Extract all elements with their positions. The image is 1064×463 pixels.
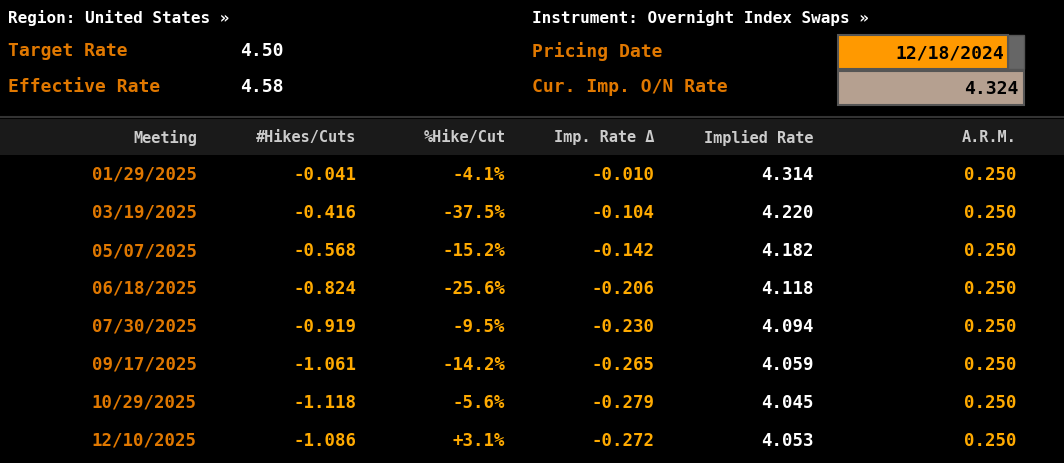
Text: -0.265: -0.265	[592, 355, 654, 373]
Text: -25.6%: -25.6%	[443, 279, 505, 297]
Text: -0.206: -0.206	[592, 279, 654, 297]
Text: 4.220: 4.220	[762, 204, 814, 221]
Text: Implied Rate: Implied Rate	[704, 130, 814, 146]
Text: A.R.M.: A.R.M.	[962, 130, 1016, 145]
Text: Region: United States »: Region: United States »	[9, 10, 230, 26]
Text: Pricing Date: Pricing Date	[532, 42, 663, 61]
Text: Meeting: Meeting	[133, 130, 197, 146]
Text: 4.50: 4.50	[240, 42, 283, 60]
Text: 0.250: 0.250	[964, 166, 1016, 184]
Text: 0.250: 0.250	[964, 204, 1016, 221]
Text: -0.416: -0.416	[294, 204, 356, 221]
Text: 4.094: 4.094	[762, 317, 814, 335]
Bar	[838, 72, 1024, 106]
Text: -0.568: -0.568	[294, 242, 356, 259]
Text: -0.919: -0.919	[294, 317, 356, 335]
Text: 12/10/2025: 12/10/2025	[92, 431, 197, 449]
Text: 4.118: 4.118	[762, 279, 814, 297]
Text: -0.230: -0.230	[592, 317, 654, 335]
Text: 0.250: 0.250	[964, 279, 1016, 297]
Text: 4.324: 4.324	[964, 80, 1018, 98]
Text: 03/19/2025: 03/19/2025	[92, 204, 197, 221]
Text: Cur. Imp. O/N Rate: Cur. Imp. O/N Rate	[532, 78, 728, 96]
Text: 0.250: 0.250	[964, 317, 1016, 335]
Bar	[1008, 36, 1024, 70]
Text: %Hike/Cut: %Hike/Cut	[423, 130, 505, 145]
Text: -0.272: -0.272	[592, 431, 654, 449]
Text: -0.104: -0.104	[592, 204, 654, 221]
Text: -4.1%: -4.1%	[453, 166, 505, 184]
Text: 4.182: 4.182	[762, 242, 814, 259]
Text: 4.053: 4.053	[762, 431, 814, 449]
Text: -5.6%: -5.6%	[453, 393, 505, 411]
Text: 05/07/2025: 05/07/2025	[92, 242, 197, 259]
Text: -14.2%: -14.2%	[443, 355, 505, 373]
Text: -0.142: -0.142	[592, 242, 654, 259]
Text: 10/29/2025: 10/29/2025	[92, 393, 197, 411]
Text: +3.1%: +3.1%	[453, 431, 505, 449]
Text: Instrument: Overnight Index Swaps »: Instrument: Overnight Index Swaps »	[532, 10, 869, 26]
Text: 0.250: 0.250	[964, 242, 1016, 259]
Text: -1.118: -1.118	[294, 393, 356, 411]
Text: 12/18/2024: 12/18/2024	[895, 44, 1004, 62]
Text: -9.5%: -9.5%	[453, 317, 505, 335]
Text: 4.314: 4.314	[762, 166, 814, 184]
Text: 4.045: 4.045	[762, 393, 814, 411]
Bar	[838, 36, 1008, 70]
Text: 06/18/2025: 06/18/2025	[92, 279, 197, 297]
Text: -0.279: -0.279	[592, 393, 654, 411]
Bar	[0, 120, 1064, 156]
Text: Effective Rate: Effective Rate	[9, 78, 161, 96]
Text: 4.059: 4.059	[762, 355, 814, 373]
Text: 0.250: 0.250	[964, 431, 1016, 449]
Text: -0.824: -0.824	[294, 279, 356, 297]
Text: 07/30/2025: 07/30/2025	[92, 317, 197, 335]
Text: 0.250: 0.250	[964, 393, 1016, 411]
Text: Target Rate: Target Rate	[9, 42, 128, 60]
Text: 01/29/2025: 01/29/2025	[92, 166, 197, 184]
Text: 09/17/2025: 09/17/2025	[92, 355, 197, 373]
Text: -1.086: -1.086	[294, 431, 356, 449]
Text: Imp. Rate Δ: Imp. Rate Δ	[554, 130, 654, 145]
Text: -1.061: -1.061	[294, 355, 356, 373]
Text: 0.250: 0.250	[964, 355, 1016, 373]
Text: 4.58: 4.58	[240, 78, 283, 96]
Text: -15.2%: -15.2%	[443, 242, 505, 259]
Text: -0.041: -0.041	[294, 166, 356, 184]
Text: #Hikes/Cuts: #Hikes/Cuts	[256, 130, 356, 145]
Text: -37.5%: -37.5%	[443, 204, 505, 221]
Text: -0.010: -0.010	[592, 166, 654, 184]
